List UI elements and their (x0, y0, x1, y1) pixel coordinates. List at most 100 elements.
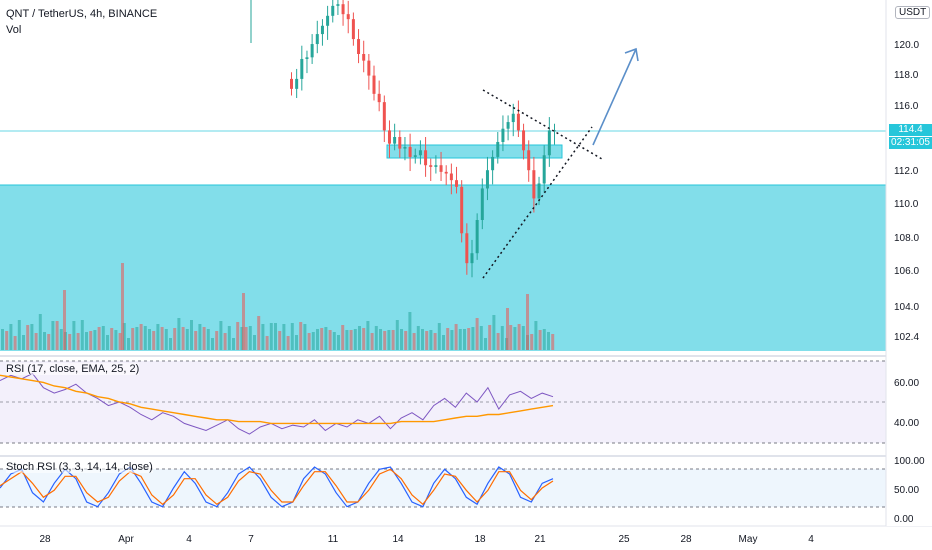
volume-bar (521, 326, 525, 350)
volume-bar (236, 322, 240, 350)
volume-bar (513, 327, 517, 350)
candle-body (315, 34, 319, 45)
volume-bar (442, 335, 445, 350)
volume-bar (219, 321, 223, 350)
candle-body (398, 137, 402, 149)
candle-body (336, 4, 340, 6)
volume-bar (400, 329, 403, 350)
volume-bar (93, 330, 97, 350)
volume-bar (471, 327, 475, 350)
x-tick-label: 14 (392, 534, 404, 545)
candle-body (403, 146, 407, 149)
y-tick-label: 102.4 (894, 332, 919, 343)
volume-bar (164, 329, 168, 350)
volume-bar (139, 324, 143, 350)
y-tick-label: 112.0 (894, 166, 919, 177)
candle-body (295, 78, 299, 89)
volume-bar (446, 328, 450, 350)
volume-bar (526, 294, 529, 350)
volume-bar (248, 326, 252, 350)
stoch-y-tick-label: 50.00 (894, 485, 919, 496)
candle-body (506, 122, 510, 129)
volume-bar (13, 336, 17, 350)
volume-bar (429, 330, 433, 350)
volume-bar (17, 320, 21, 350)
volume-bar (118, 333, 122, 350)
volume-bar (223, 333, 227, 350)
volume-bar (358, 326, 361, 350)
volume-bar (295, 335, 298, 350)
last-price-tag: 114.4 (889, 124, 932, 136)
volume-bar (425, 331, 429, 350)
volume-bar (458, 329, 462, 350)
candle-body (290, 78, 293, 89)
volume-bar (190, 320, 193, 350)
volume-bar (1, 329, 4, 350)
volume-bar (484, 338, 487, 350)
volume-bar (345, 330, 349, 350)
volume-bar (89, 331, 93, 350)
rsi-y-tick-label: 60.00 (894, 378, 919, 389)
volume-bar (227, 326, 231, 350)
x-tick-label: Apr (118, 534, 134, 545)
volume-bar (353, 329, 357, 350)
volume-bar (68, 334, 72, 350)
candle-body (455, 180, 459, 187)
candle-body (553, 130, 556, 132)
volume-bar (169, 338, 172, 350)
support-zone (0, 185, 886, 351)
volume-bar (404, 331, 408, 350)
volume-bar (202, 327, 206, 350)
volume-bar (467, 328, 471, 350)
volume-bar (433, 333, 437, 350)
volume-bar (110, 328, 114, 350)
volume-bar (34, 333, 38, 350)
rsi-legend: RSI (17, close, EMA, 25, 2) (6, 363, 140, 375)
candle-body (305, 57, 309, 59)
candle-body (341, 4, 345, 15)
volume-bar (303, 324, 307, 350)
candle-body (527, 150, 531, 171)
volume-bar (374, 326, 378, 350)
volume-bar (215, 331, 219, 350)
candle-body (465, 233, 469, 264)
volume-bar (492, 315, 496, 350)
volume-bar (496, 333, 500, 350)
volume-bar (479, 326, 483, 350)
volume-bar (211, 338, 214, 350)
price-axis[interactable] (886, 0, 932, 526)
volume-bar (500, 326, 504, 350)
volume-bar (416, 326, 420, 350)
volume-bar (509, 325, 513, 350)
volume-bar (547, 332, 550, 350)
volume-bar (488, 325, 492, 350)
volume-bar (51, 321, 55, 350)
x-axis-labels: 28 Apr 4 7 11 14 18 21 25 28 May 4 (39, 534, 814, 545)
volume-bar (242, 293, 245, 350)
volume-bar (9, 324, 13, 350)
lower-trendline (482, 126, 593, 279)
volume-bar (517, 324, 521, 350)
volume-bar (148, 329, 151, 350)
volume-bar (320, 328, 324, 350)
candle-body (372, 75, 376, 94)
x-tick-label: May (739, 534, 758, 545)
candle-body (434, 165, 438, 167)
volume-bar (337, 335, 340, 350)
stoch-pane[interactable] (0, 469, 886, 507)
volume-bar (408, 312, 412, 350)
candle-body (475, 220, 479, 254)
currency-label[interactable]: USDT (895, 6, 931, 19)
volume-bar (244, 327, 248, 350)
volume-bar (206, 329, 210, 350)
x-tick-label: 28 (39, 534, 51, 545)
stoch-legend: Stoch RSI (3, 3, 14, 14, close) (6, 461, 153, 473)
candle-body (439, 165, 443, 172)
volume-bar (265, 336, 269, 350)
candle-body (470, 253, 474, 264)
volume-bar (328, 330, 332, 350)
volume-bar (311, 332, 315, 350)
volume-bar (59, 329, 63, 350)
candle-body (362, 54, 366, 61)
